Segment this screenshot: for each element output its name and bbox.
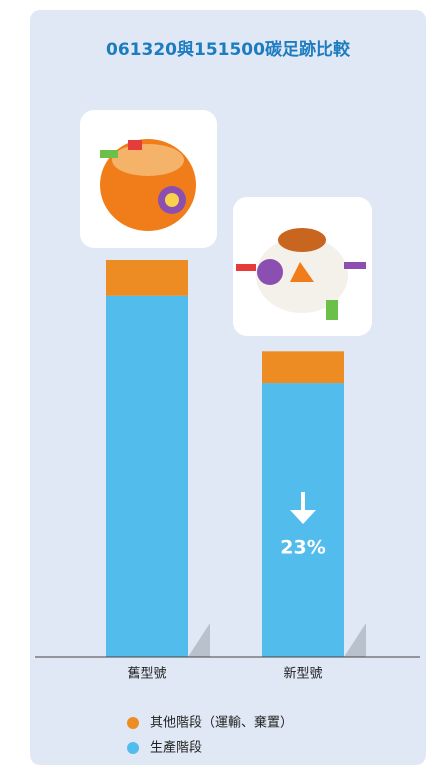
bar-shadow [188, 623, 210, 657]
bar-segment [106, 260, 188, 296]
chart-title: 061320與151500碳足跡比較 [106, 39, 351, 60]
legend-swatch [127, 742, 139, 754]
legend-label: 生產階段 [150, 740, 202, 756]
bar-segment [262, 351, 344, 384]
annotation-arrow [290, 492, 316, 524]
legend-swatch [127, 717, 139, 729]
new-product-photo [233, 197, 372, 336]
bar-segment [106, 295, 188, 657]
legend-label: 其他階段（運輸、棄置） [150, 716, 293, 731]
annotation: 23% [280, 537, 325, 559]
x-tick-label: 舊型號 [127, 667, 166, 682]
old-product-photo [80, 110, 217, 248]
x-tick-label: 新型號 [283, 666, 322, 682]
bar-shadow [344, 623, 366, 657]
